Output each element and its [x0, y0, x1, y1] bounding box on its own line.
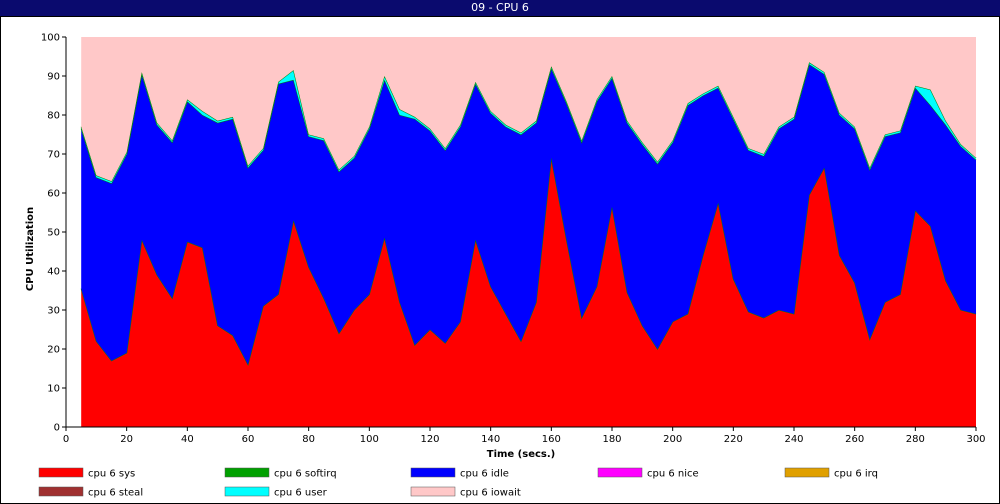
legend-label: cpu 6 irq: [834, 469, 878, 480]
area-cpu-6-idle: [81, 64, 976, 365]
legend-swatch: [224, 467, 270, 478]
y-tick-label: 40: [47, 267, 60, 278]
legend-swatch: [38, 467, 84, 478]
legend-label: cpu 6 idle: [460, 469, 509, 480]
legend-label: cpu 6 user: [274, 488, 328, 499]
legend-item-cpu-6-softirq: cpu 6 softirq: [224, 467, 337, 480]
x-tick-label: 280: [906, 434, 925, 445]
x-tick-label: 140: [481, 434, 500, 445]
legend: cpu 6 sys cpu 6 softirq cpu 6 idle cpu 6 ni…: [38, 467, 878, 499]
y-tick-label: 30: [47, 306, 60, 317]
x-tick-label: 160: [542, 434, 561, 445]
x-tick-label: 20: [120, 434, 133, 445]
legend-swatch: [597, 467, 643, 478]
x-tick-label: 100: [360, 434, 379, 445]
legend-label: cpu 6 nice: [647, 469, 699, 480]
x-tick-label: 80: [302, 434, 315, 445]
legend-item-cpu-6-irq: cpu 6 irq: [784, 467, 878, 480]
x-tick-label: 120: [420, 434, 439, 445]
legend-item-cpu-6-user: cpu 6 user: [224, 486, 328, 499]
x-tick-label: 260: [845, 434, 864, 445]
legend-item-cpu-6-idle: cpu 6 idle: [410, 467, 509, 480]
y-tick-label: 80: [47, 111, 60, 122]
y-tick-label: 60: [47, 189, 60, 200]
area-cpu-6-iowait: [81, 37, 976, 182]
x-tick-label: 0: [63, 434, 69, 445]
legend-item-cpu-6-sys: cpu 6 sys: [38, 467, 135, 480]
legend-label: cpu 6 softirq: [274, 469, 337, 480]
y-tick-label: 70: [47, 150, 60, 161]
y-axis-label: CPU Utilization: [25, 207, 36, 291]
legend-swatch: [410, 467, 456, 478]
axes: 0 10 20 30 40 50 60 70 80 90 100 0 20 40 60 80 100 120 140…: [41, 33, 986, 446]
y-tick-label: 10: [47, 384, 60, 395]
x-tick-label: 40: [181, 434, 194, 445]
legend-label: cpu 6 sys: [88, 469, 135, 480]
x-tick-label: 180: [602, 434, 621, 445]
x-axis-label: Time (secs.): [487, 449, 556, 460]
window-title: 09 - CPU 6: [471, 1, 529, 14]
x-tick-label: 60: [242, 434, 255, 445]
legend-swatch: [38, 486, 84, 497]
legend-label: cpu 6 steal: [88, 488, 143, 499]
y-tick-label: 50: [47, 228, 60, 239]
legend-item-cpu-6-steal: cpu 6 steal: [38, 486, 143, 499]
x-tick-label: 200: [663, 434, 682, 445]
chart-frame: 0 10 20 30 40 50 60 70 80 90 100 0 20 40 60 80 100 120 140…: [0, 16, 1000, 504]
area-cpu-6-sys: [81, 157, 976, 427]
legend-swatch: [224, 486, 270, 497]
x-tick-label: 240: [784, 434, 803, 445]
window-title-bar: 09 - CPU 6: [0, 0, 1000, 16]
legend-item-cpu-6-nice: cpu 6 nice: [597, 467, 699, 480]
y-tick-label: 0: [54, 423, 60, 434]
y-tick-label: 100: [41, 33, 60, 44]
x-tick-label: 300: [966, 434, 985, 445]
legend-swatch: [410, 486, 456, 497]
legend-label: cpu 6 iowait: [460, 488, 521, 499]
stacked-areas: [80, 37, 977, 427]
y-tick-label: 20: [47, 345, 60, 356]
legend-swatch: [784, 467, 830, 478]
y-tick-label: 90: [47, 72, 60, 83]
x-tick-label: 220: [724, 434, 743, 445]
legend-item-cpu-6-iowait: cpu 6 iowait: [410, 486, 521, 499]
cpu-utilization-chart: 0 10 20 30 40 50 60 70 80 90 100 0 20 40 60 80 100 120 140…: [25, 33, 986, 499]
